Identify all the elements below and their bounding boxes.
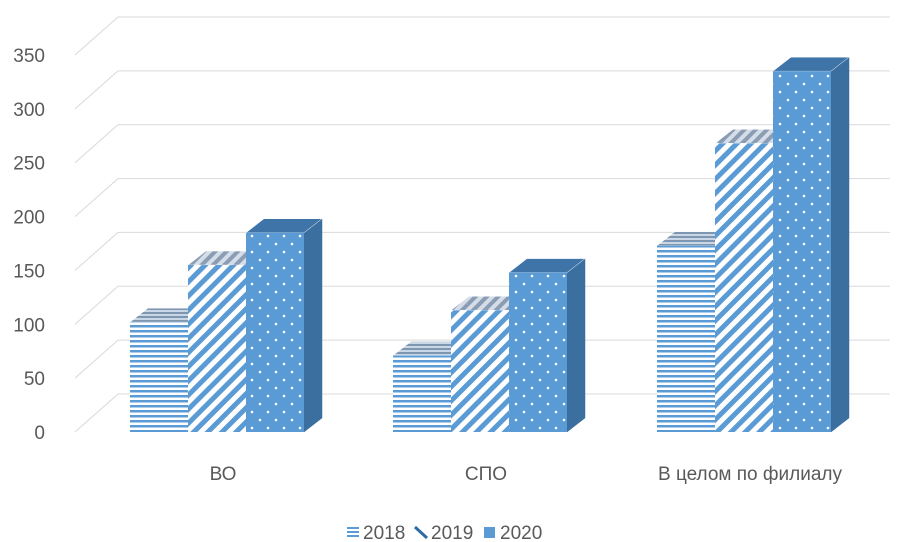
legend-swatch-solid: [484, 527, 495, 538]
bar-side: [830, 56, 850, 433]
gridline-diag: [74, 16, 119, 56]
legend-swatch-diag: [413, 525, 429, 540]
bar-front: [393, 355, 451, 432]
bars: [129, 56, 850, 433]
legend-item-2019: 2019: [413, 523, 473, 542]
legend-label: 2020: [500, 523, 542, 542]
y-tick-label: 0: [34, 423, 45, 444]
legend-label: 2019: [431, 523, 473, 542]
bar-front: [509, 272, 567, 432]
bar-front: [188, 265, 246, 432]
legend-item-2018: 2018: [347, 523, 405, 542]
bar-1-2020: [245, 218, 323, 433]
bar-side: [303, 218, 323, 433]
bar-side: [566, 258, 586, 433]
legend-label: 2018: [363, 523, 405, 542]
category-label: ВО: [210, 464, 237, 485]
category-label: В целом по филиалу: [658, 464, 842, 485]
bar-front: [451, 310, 509, 432]
legend-swatch-line: [347, 531, 359, 533]
y-tick-label: 250: [13, 154, 45, 175]
bar-front: [657, 245, 715, 432]
gridline-diag: [74, 178, 119, 217]
legend-item-2020: 2020: [484, 523, 542, 542]
gridline-diag: [74, 232, 119, 271]
bar-2-2020: [508, 258, 586, 433]
bar-3-2020: [772, 56, 850, 433]
y-tick-label: 200: [13, 208, 45, 229]
bar-front: [715, 143, 773, 432]
y-tick-label: 350: [13, 46, 45, 67]
category-label: СПО: [465, 464, 507, 485]
legend-swatch-line: [347, 527, 359, 529]
y-tick-label: 50: [24, 369, 45, 390]
x-axis-categories: ВО СПО В целом по филиалу: [210, 464, 843, 485]
bar-front: [246, 232, 304, 432]
gridline-diag: [74, 285, 119, 325]
y-tick-label: 150: [13, 261, 45, 282]
gridline-diag: [74, 339, 119, 379]
gridline-diag: [74, 124, 119, 164]
y-tick-label: 100: [13, 315, 45, 336]
y-axis-ticks: 0 50 100 150 200 250 300 350: [13, 46, 45, 444]
legend: 2018 2019 2020: [347, 523, 542, 542]
bar-front: [130, 322, 188, 432]
gridline-diag: [74, 393, 119, 433]
legend-swatch-line: [347, 535, 359, 537]
bar-front: [773, 71, 831, 433]
y-tick-label: 300: [13, 100, 45, 121]
gridline-diag: [74, 70, 119, 110]
